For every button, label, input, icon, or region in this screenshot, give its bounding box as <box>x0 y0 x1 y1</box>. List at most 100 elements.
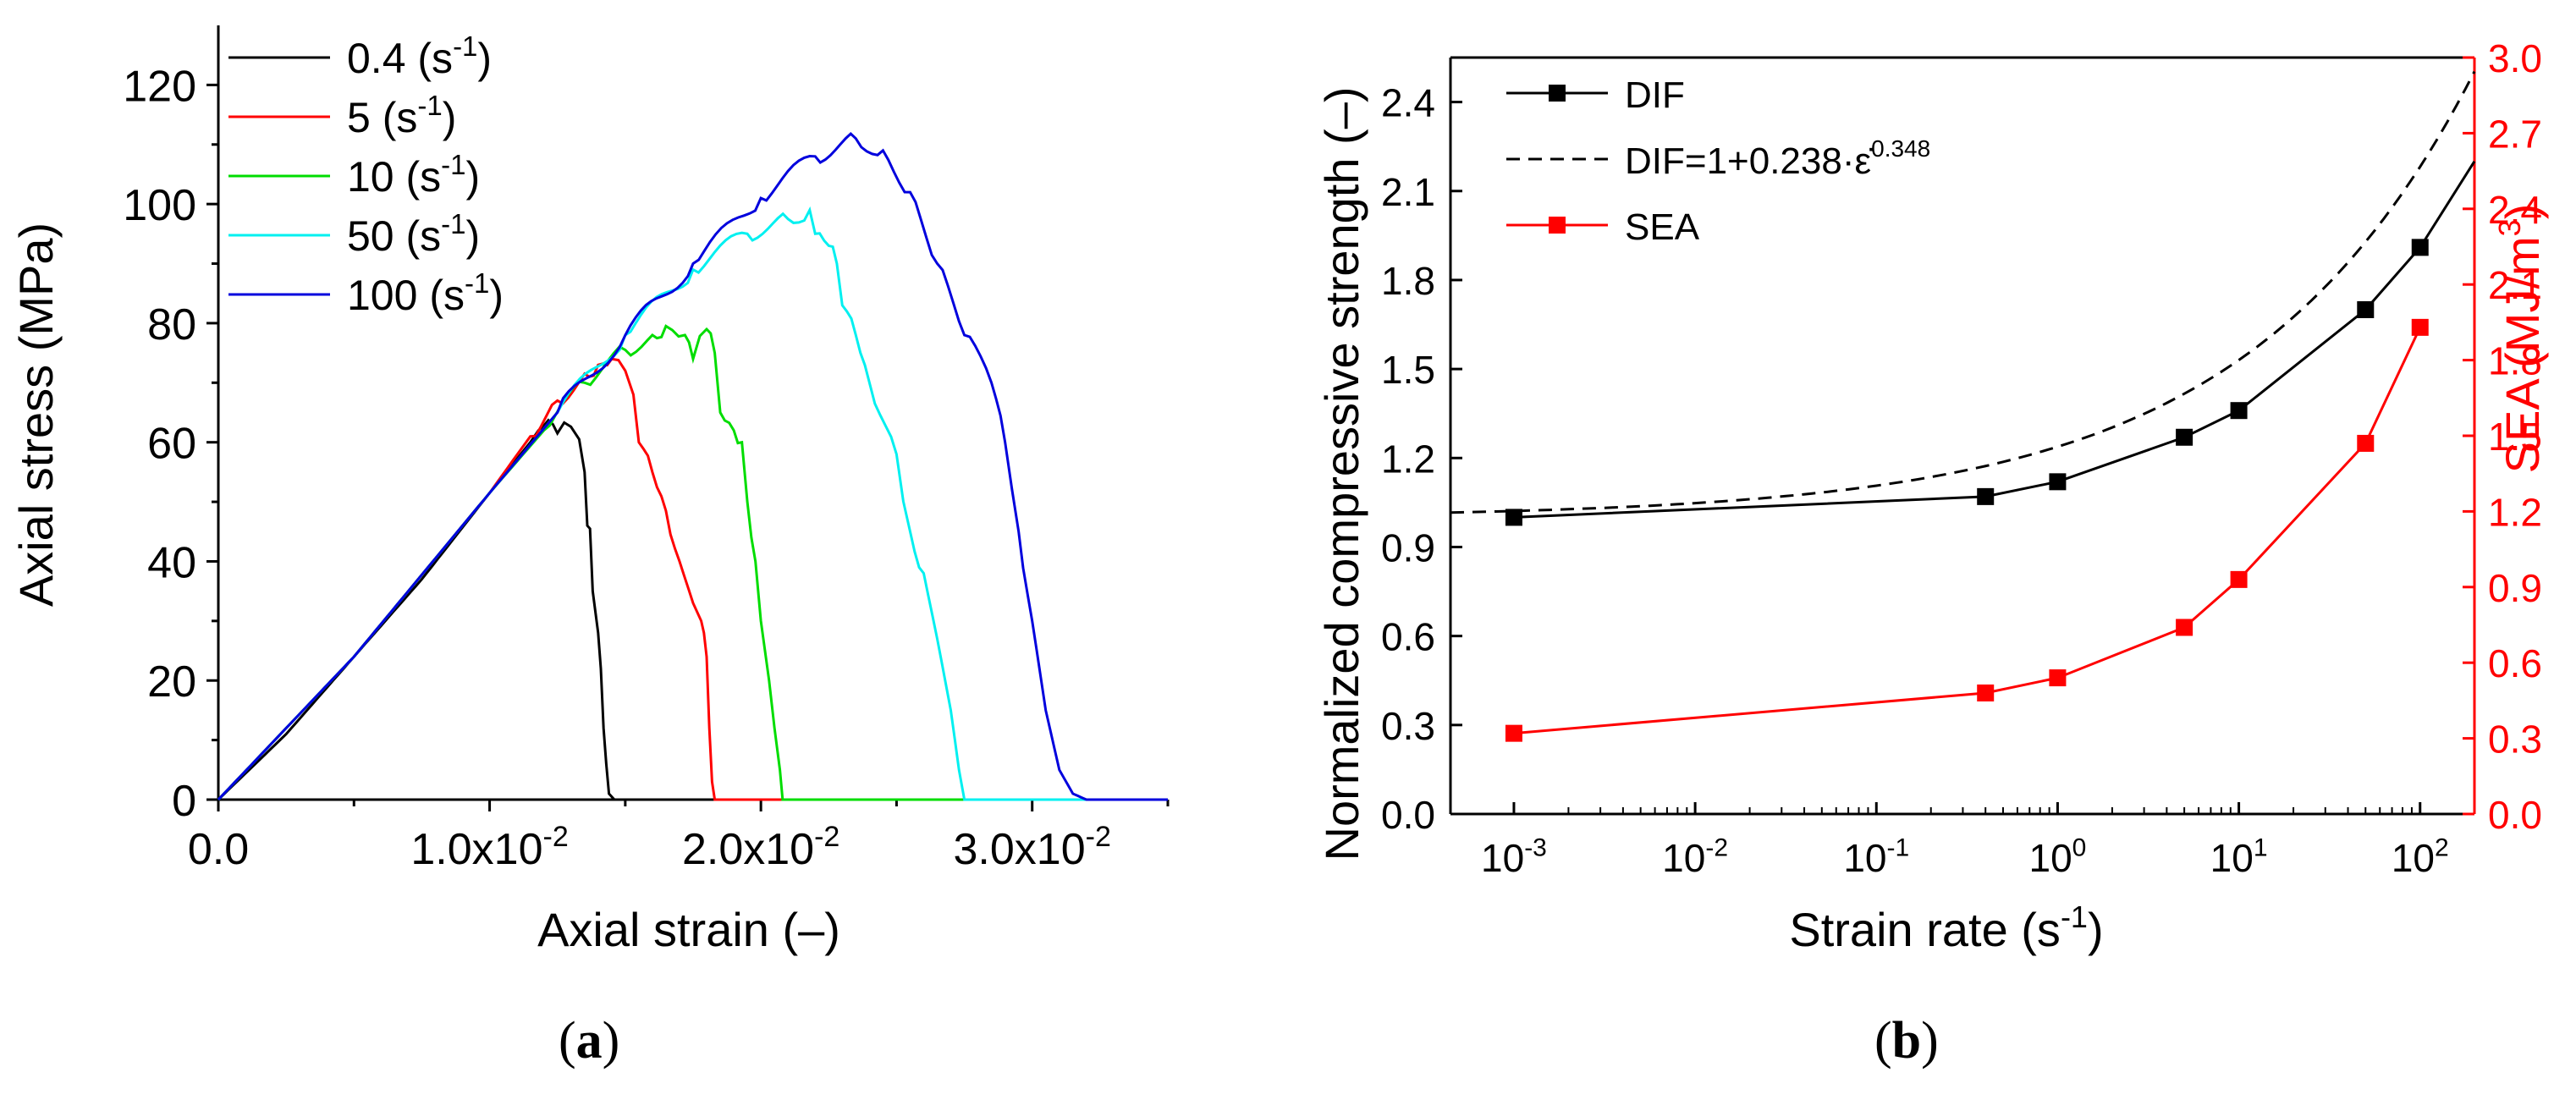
chart-b-legend-marker <box>1549 217 1566 234</box>
chart-a-y-tick-label: 40 <box>147 538 196 587</box>
chart-b-sea-line <box>1513 327 2422 735</box>
chart-a-legend-label-exp: -1 <box>417 90 442 121</box>
chart-b-x-tick-label: 102 <box>2392 834 2449 880</box>
chart-b-right-tick-label: 3.0 <box>2488 36 2542 80</box>
chart-b-x-tick-label-mant: 10 <box>2392 836 2435 880</box>
chart-b-x-tick-label-exp: 1 <box>2254 834 2268 862</box>
chart-b-right-tick-label: 1.5 <box>2488 415 2542 459</box>
chart-b-x-tick-label: 10-2 <box>1662 834 1728 880</box>
chart-a-legend-label-main: 10 (s <box>347 153 441 201</box>
chart-b-left-tick-label: 0.3 <box>1381 704 1435 748</box>
chart-b-x-axis-label: Strain rate (s-1) <box>1789 899 2103 956</box>
chart-b-axes: 0.0 0.3 0.6 0.9 1.2 1.5 1.8 2.1 2.4 0.0 0.3 0.6 0.9 1… <box>1381 36 2542 880</box>
chart-b-dif-point <box>2230 402 2248 420</box>
chart-a-x-tick-label-mant: 2.0x10 <box>682 825 814 874</box>
chart-a-x-tick-label-mant: 3.0x10 <box>954 825 1086 874</box>
chart-a-legend-label: 10 (s-1) <box>347 149 480 201</box>
chart-a-x-axis-label: Axial strain (–) <box>537 903 840 956</box>
chart-b-legend-label-main: DIF=1+0.238·ε̇ <box>1625 140 1873 182</box>
chart-a-legend-label-exp: -1 <box>465 267 489 299</box>
chart-a-legend-label-main: 0.4 (s <box>347 35 453 82</box>
chart-a-series-line <box>217 131 1168 801</box>
chart-b-dif-point <box>2176 428 2193 446</box>
chart-b-right-axis-label-exp: 3 <box>2492 219 2527 236</box>
chart-b-left-tick-label: 2.4 <box>1381 81 1435 125</box>
chart-b-dif-point <box>2411 239 2429 256</box>
chart-a-legend-label-main: 50 (s <box>347 212 441 260</box>
chart-a-x-tick-label-mant: 0.0 <box>188 825 249 874</box>
chart-b-left-tick-label: 0.0 <box>1381 793 1435 837</box>
chart-b-right-axis-label-suffix: ) <box>2496 204 2549 220</box>
chart-b-sea-point <box>2230 570 2248 588</box>
chart-b-legend-marker <box>1549 85 1566 102</box>
chart-a-legend-label-main: 5 (s <box>347 94 417 141</box>
chart-b-dif-fit-line <box>1450 70 2476 514</box>
chart-b-sea-point <box>2357 434 2375 452</box>
chart-b-dif-line <box>1513 160 2476 519</box>
chart-b-sea-point <box>1505 724 1522 742</box>
chart-b-x-tick-label-exp: -3 <box>1524 834 1547 862</box>
chart-b-x-tick-label: 10-1 <box>1843 834 1909 880</box>
chart-b-x-tick-label: 101 <box>2210 834 2268 880</box>
chart-b-dif-point <box>1977 487 1995 505</box>
chart-b-x-tick-label-mant: 10 <box>1662 836 1705 880</box>
chart-b-x-tick-label-exp: -2 <box>1705 834 1728 862</box>
chart-b-legend-label-main: SEA <box>1625 206 1700 248</box>
panel-b-caption-letter: b <box>1891 1012 1922 1070</box>
chart-b-right-axis-label: SEA (MJ/m3) <box>2492 204 2549 474</box>
chart-b-legend-label-exp: 0.348 <box>1871 135 1930 162</box>
chart-a-series-group <box>217 131 1168 801</box>
chart-b-left-tick-label: 1.8 <box>1381 259 1435 303</box>
chart-b-dif-point <box>1505 509 1522 526</box>
chart-a-x-tick-label: 0.0 <box>188 825 249 874</box>
chart-a-legend-label-suffix: ) <box>466 212 481 260</box>
chart-b-left-tick-label: 1.5 <box>1381 348 1435 392</box>
chart-a-x-tick-label: 2.0x10-2 <box>682 821 839 874</box>
chart-b-right-tick-label: 2.1 <box>2488 263 2542 307</box>
chart-a-series-line <box>217 324 1168 801</box>
chart-b: 0.0 0.3 0.6 0.9 1.2 1.5 1.8 2.1 2.4 0.0 0.3 0.6 0.9 1… <box>1315 36 2549 956</box>
panel-b-caption: (b) <box>1874 1012 1939 1070</box>
chart-a-y-tick-label: 20 <box>147 657 196 707</box>
chart-a-x-tick-label-exp: -2 <box>814 821 839 853</box>
chart-a-x-tick-label-exp: -2 <box>543 821 569 853</box>
chart-a-y-axis-label: Axial stress (MPa) <box>9 223 63 607</box>
chart-a-legend-label-suffix: ) <box>489 272 504 319</box>
chart-b-x-tick-label-mant: 10 <box>1481 836 1524 880</box>
chart-a-legend-label: 5 (s-1) <box>347 90 456 141</box>
panel-a-caption-letter: a <box>575 1012 603 1070</box>
chart-a-y-tick-label: 80 <box>147 300 196 349</box>
chart-b-x-axis-label-exp: -1 <box>2061 899 2088 934</box>
chart-b-left-tick-label: 2.1 <box>1381 170 1435 214</box>
chart-a-legend-label: 0.4 (s-1) <box>347 30 492 82</box>
chart-b-series-group <box>1450 70 2476 742</box>
chart-a-legend-label-exp: -1 <box>441 208 465 239</box>
chart-b-x-axis-label-main: Strain rate (s <box>1789 903 2061 956</box>
chart-a-x-tick-label: 3.0x10-2 <box>954 821 1111 874</box>
chart-a-legend-label-exp: -1 <box>441 149 465 180</box>
chart-b-right-tick-label: 2.7 <box>2488 112 2542 156</box>
chart-b-sea-point <box>1977 684 1995 701</box>
chart-a-y-tick-label: 120 <box>123 62 196 111</box>
chart-b-sea-point <box>2411 318 2429 336</box>
chart-b-right-tick-label: 1.8 <box>2488 339 2542 383</box>
chart-b-x-axis-label-suffix: ) <box>2088 903 2104 956</box>
chart-b-left-tick-label: 1.2 <box>1381 437 1435 481</box>
chart-b-x-tick-label-mant: 10 <box>1843 836 1886 880</box>
chart-b-dif-point <box>2357 301 2375 318</box>
chart-b-legend-label: DIF <box>1625 74 1685 116</box>
chart-a-y-tick-label: 0 <box>172 777 196 826</box>
chart-b-x-tick-label-mant: 10 <box>2210 836 2254 880</box>
chart-b-x-tick-label-exp: 2 <box>2435 834 2449 862</box>
chart-b-legend: DIF DIF=1+0.238·ε̇0.348 SEA <box>1506 74 1930 248</box>
chart-b-x-tick-label: 100 <box>2029 834 2087 880</box>
chart-b-right-tick-label: 0.6 <box>2488 641 2542 685</box>
chart-b-left-tick-label: 0.6 <box>1381 615 1435 659</box>
chart-a-y-tick-label: 100 <box>123 181 196 230</box>
chart-a-series-line <box>217 418 1168 801</box>
chart-b-right-tick-label: 2.4 <box>2488 188 2542 232</box>
chart-b-x-tick-label-exp: 0 <box>2072 834 2087 862</box>
